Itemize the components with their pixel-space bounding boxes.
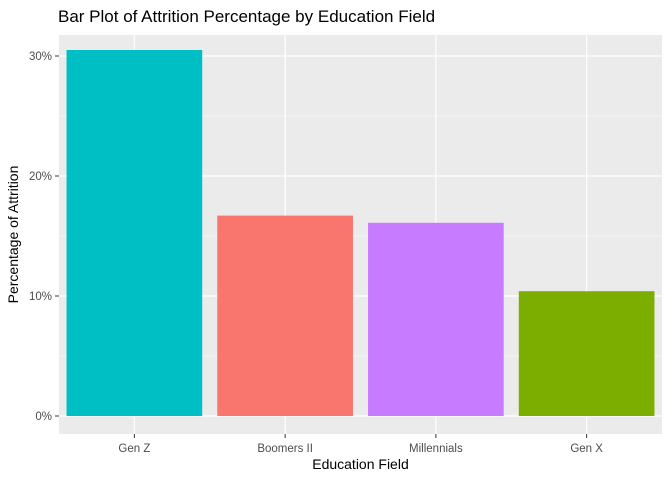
y-tick-label: 10%	[29, 291, 52, 303]
y-tick-label: 20%	[29, 171, 52, 183]
x-axis: Gen Z Boomers II Millennials Gen X	[118, 434, 603, 455]
x-tick-label: Gen X	[570, 443, 603, 455]
bar-millennials	[368, 222, 504, 416]
bar-gen-z	[66, 50, 203, 416]
y-tick-label: 30%	[29, 51, 52, 63]
y-axis-title: Percentage of Attrition	[5, 166, 21, 304]
y-tick-label: 0%	[35, 411, 52, 423]
bar-gen-x	[518, 291, 655, 416]
y-axis: 0% 10% 20% 30%	[29, 51, 59, 423]
chart-title: Bar Plot of Attrition Percentage by Educ…	[58, 7, 435, 26]
x-tick-label: Gen Z	[118, 443, 150, 455]
bar-boomers-ii	[217, 215, 353, 416]
x-axis-title: Education Field	[312, 456, 409, 472]
bars-group	[66, 50, 655, 416]
x-tick-label: Millennials	[409, 443, 463, 455]
x-tick-label: Boomers II	[257, 443, 313, 455]
